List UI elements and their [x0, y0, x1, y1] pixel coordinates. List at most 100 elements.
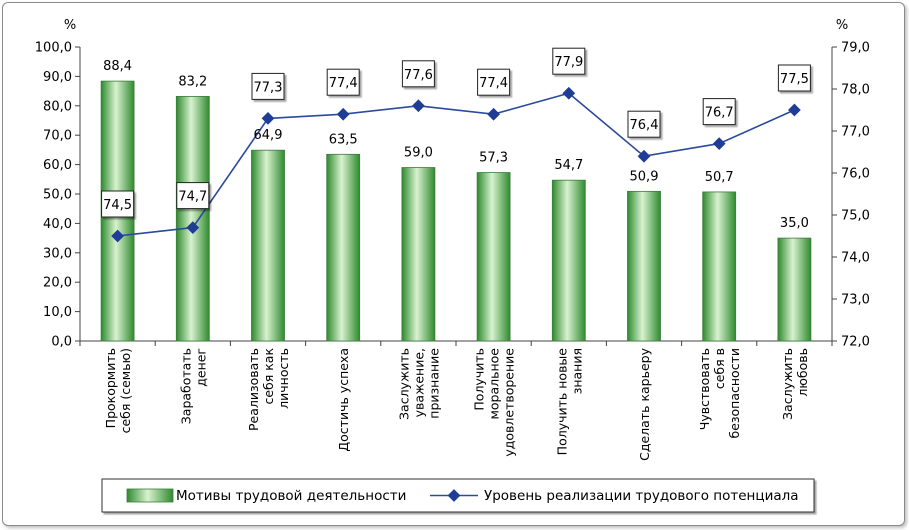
category-label: уважение, — [411, 348, 426, 417]
bar-value-label: 35,0 — [780, 216, 809, 231]
line-value-label: 76,7 — [705, 106, 734, 121]
bar — [627, 190, 661, 342]
category-label: Заработать — [178, 348, 193, 424]
legend-line-marker — [447, 489, 461, 502]
right-tick-label: 77,0 — [841, 125, 870, 140]
bar-value-label: 88,4 — [103, 59, 132, 74]
bar — [702, 191, 737, 342]
line-point — [712, 137, 726, 150]
bar-value-label: 54,7 — [554, 158, 583, 173]
category-label: Достичь успеха — [336, 348, 351, 452]
line-point — [111, 229, 124, 243]
line-value-label: 77,9 — [554, 55, 583, 70]
bar — [401, 167, 436, 342]
category-label: Заслужить — [780, 348, 795, 420]
line-value-callout: 77,4 — [326, 68, 360, 96]
line-value-box — [552, 47, 586, 75]
left-tick-label: 10,0 — [43, 305, 72, 320]
line-point — [336, 107, 350, 121]
bar — [326, 153, 361, 342]
line-value-box — [251, 72, 285, 100]
line-value-box — [401, 60, 435, 88]
line-value-callout: 76,7 — [702, 98, 736, 126]
category-label: себя как — [261, 348, 276, 405]
left-axis-unit: % — [64, 18, 76, 33]
right-tick-label: 74,0 — [841, 251, 870, 266]
line-value-label: 77,4 — [479, 76, 508, 91]
left-tick-label: 0,0 — [51, 335, 72, 350]
left-tick-label: 60,0 — [43, 158, 72, 173]
line-series — [117, 92, 795, 237]
right-tick-label: 76,0 — [841, 167, 870, 182]
line-value-label: 77,4 — [329, 76, 358, 91]
line-value-label: 77,3 — [254, 80, 283, 95]
line-value-label: 74,7 — [178, 190, 207, 205]
line-value-box — [176, 182, 210, 210]
line-value-callout: 77,4 — [477, 68, 511, 96]
bar — [175, 95, 210, 342]
line-value-callout: 77,3 — [251, 72, 285, 100]
line-value-label: 77,6 — [404, 68, 433, 83]
left-tick-label: 100,0 — [35, 41, 72, 56]
left-tick-label: 20,0 — [43, 276, 72, 291]
line-value-box — [101, 190, 135, 218]
right-axis-unit: % — [836, 18, 848, 33]
line-point — [788, 103, 801, 117]
bar-value-label: 64,9 — [254, 128, 283, 143]
line-point — [412, 99, 425, 113]
left-tick-label: 50,0 — [43, 188, 72, 203]
category-label: любовь — [795, 348, 810, 397]
bar — [476, 172, 511, 342]
bar-value-label: 50,9 — [630, 169, 659, 184]
bar — [251, 149, 285, 342]
category-label: Чувствовать — [697, 348, 712, 430]
bar — [777, 237, 812, 342]
line-value-label: 77,5 — [780, 72, 809, 87]
right-tick-label: 75,0 — [841, 209, 870, 224]
category-label: моральное — [487, 348, 502, 420]
line-value-callout: 77,9 — [552, 47, 586, 75]
left-tick-label: 90,0 — [43, 70, 72, 85]
right-tick-label: 79,0 — [841, 41, 870, 56]
bar-value-label: 63,5 — [329, 132, 358, 147]
left-tick-label: 30,0 — [43, 246, 72, 261]
category-label: удовлетворение — [502, 348, 517, 457]
legend-label-line: Уровень реализации трудового потенциала — [484, 488, 799, 504]
category-label: знания — [569, 348, 584, 394]
line-value-box — [777, 64, 811, 92]
line-value-box — [477, 68, 511, 96]
bar-value-label: 59,0 — [404, 146, 433, 161]
line-value-callout: 74,5 — [101, 190, 135, 218]
line-value-callout: 77,6 — [401, 60, 435, 88]
category-label: Получить — [472, 348, 487, 411]
category-label: безопасности — [727, 348, 742, 439]
line-value-callout: 77,5 — [777, 64, 811, 92]
bar-value-label: 50,7 — [705, 170, 734, 185]
legend-bar-swatch — [126, 488, 174, 503]
line-point — [186, 221, 200, 234]
category-label: признание — [426, 348, 441, 419]
line-value-label: 74,5 — [103, 198, 132, 213]
bar — [551, 179, 586, 342]
category-label: личность — [276, 348, 291, 409]
line-point — [261, 112, 275, 125]
line-point — [487, 107, 500, 121]
legend-label-bars: Мотивы трудовой деятельности — [176, 488, 406, 504]
line-value-callout: 76,4 — [627, 110, 661, 138]
left-tick-label: 70,0 — [43, 129, 72, 144]
category-label: себя в — [712, 348, 727, 389]
category-label: Сделать карьеру — [637, 347, 652, 460]
line-value-box — [627, 110, 661, 138]
left-tick-label: 80,0 — [43, 99, 72, 114]
right-tick-label: 72,0 — [841, 335, 870, 350]
category-label: Получить новые — [554, 348, 569, 456]
category-label: себя (семью) — [118, 348, 133, 433]
left-tick-label: 40,0 — [43, 217, 72, 232]
category-label: Заслужить — [396, 348, 411, 420]
bar-value-label: 83,2 — [178, 74, 207, 89]
line-value-box — [326, 68, 360, 96]
bar-value-label: 57,3 — [479, 151, 508, 166]
right-tick-label: 78,0 — [841, 83, 870, 98]
